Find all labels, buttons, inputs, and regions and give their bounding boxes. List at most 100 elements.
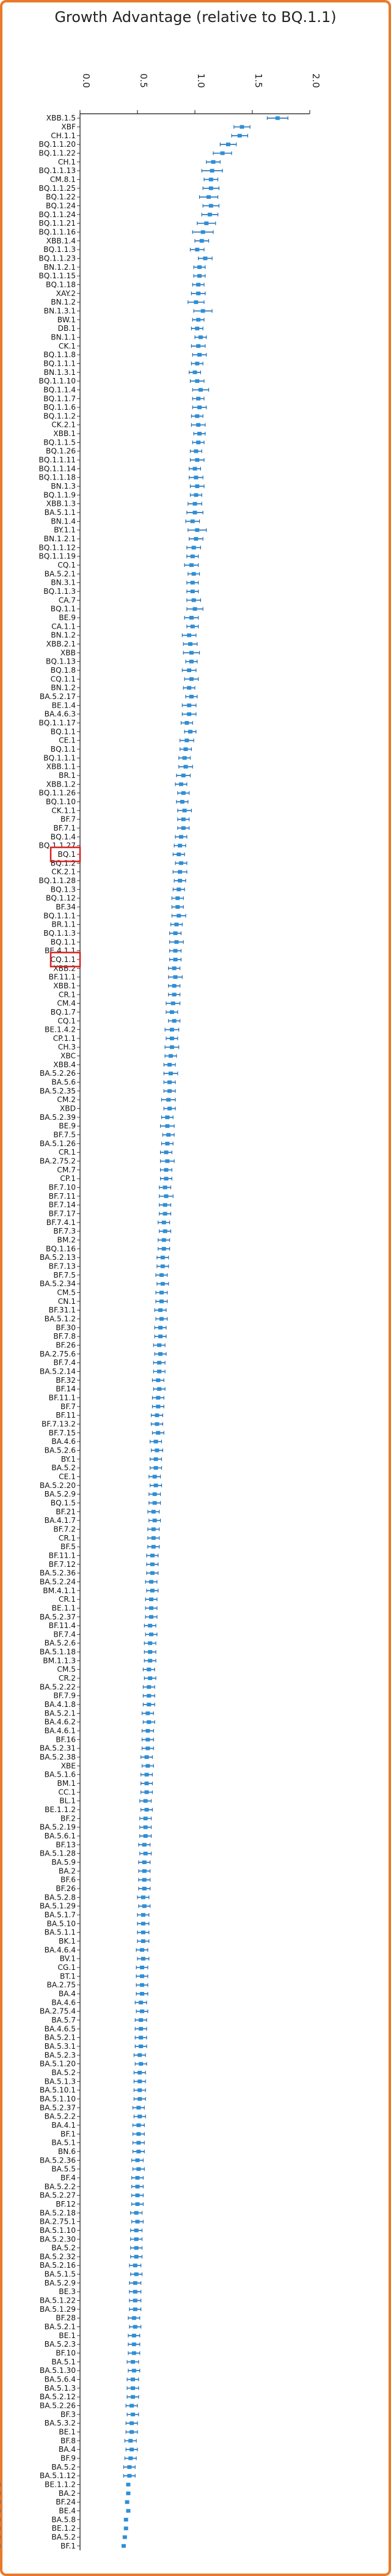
estimate-marker [144, 1782, 149, 1786]
y-tick-label: DB.1 [58, 324, 76, 333]
y-tick-label: BE.1.1.2 [45, 1805, 76, 1814]
estimate-marker [182, 809, 187, 813]
y-tick-label: BA.4.6 [51, 1998, 76, 2007]
y-tick-label: BA.5.5 [51, 2165, 76, 2174]
y-tick-label: BF.24 [56, 2498, 76, 2506]
estimate-marker [181, 826, 186, 830]
estimate-marker [195, 484, 200, 489]
y-tick-label: BE.9 [59, 1122, 76, 1130]
estimate-marker [126, 2482, 131, 2487]
y-tick-label: BA.5.1.10 [40, 2095, 76, 2103]
estimate-marker [189, 677, 194, 681]
y-tick-label: BQ.1.3 [51, 885, 76, 894]
y-tick-label: BA.4 [59, 2445, 76, 2454]
highlight-box [49, 952, 81, 968]
estimate-marker [142, 1869, 147, 1873]
y-tick-label: BA.5.6.1 [45, 1832, 76, 1840]
y-tick-label: XBB.1 [53, 429, 76, 438]
estimate-marker [226, 142, 231, 147]
estimate-marker [140, 1948, 145, 1952]
estimate-marker [144, 1790, 149, 1794]
estimate-marker [163, 1203, 167, 1207]
y-tick-label: BN.1.3.1 [44, 306, 76, 315]
y-tick-label: BA.5.2.36 [40, 1569, 76, 1577]
estimate-marker [159, 1273, 164, 1277]
y-tick-label: CM.5 [57, 1665, 76, 1674]
y-tick-label: BM.4.1.1 [43, 1586, 76, 1595]
estimate-marker [142, 1843, 147, 1847]
estimate-marker [148, 1659, 153, 1663]
estimate-marker [156, 1404, 161, 1408]
estimate-marker [160, 1256, 165, 1260]
estimate-marker [131, 2342, 136, 2347]
estimate-marker [144, 1772, 149, 1777]
estimate-marker [143, 1799, 148, 1803]
estimate-marker [143, 1851, 148, 1856]
estimate-marker [195, 379, 200, 383]
estimate-marker [147, 1685, 152, 1689]
y-tick-label: BA.5.2.38 [40, 1753, 76, 1761]
y-tick-label: BA.5.1.7 [45, 1911, 76, 1919]
estimate-marker [187, 668, 192, 673]
y-tick-label: BA.2 [59, 1867, 76, 1875]
estimate-marker [127, 2474, 132, 2478]
y-tick-label: BA.5.9 [51, 1858, 76, 1867]
estimate-marker [130, 2412, 135, 2416]
estimate-marker [194, 300, 199, 305]
y-tick-label: BQ.1.1.20 [38, 140, 76, 149]
y-tick-label: CK.2.1 [51, 868, 76, 876]
y-tick-label: BE.1 [59, 2428, 76, 2437]
estimate-marker [165, 1141, 170, 1146]
y-tick-label: BQ.1.1.11 [38, 456, 76, 464]
estimate-marker [134, 2211, 139, 2215]
y-tick-label: BA.5.1 [51, 2139, 76, 2147]
estimate-marker [159, 1299, 164, 1303]
y-tick-label: BQ.1.1.3 [43, 929, 76, 938]
estimate-marker [167, 1062, 172, 1067]
estimate-marker [152, 1501, 157, 1505]
estimate-marker [139, 2062, 144, 2066]
estimate-marker [143, 1825, 148, 1829]
x-tick-label: 0.0 [81, 73, 92, 88]
estimate-marker [127, 2465, 132, 2469]
estimate-marker [160, 1264, 165, 1268]
estimate-marker [121, 2544, 126, 2548]
estimate-marker [145, 1738, 150, 1742]
estimate-marker [166, 1098, 171, 1102]
estimate-marker [153, 1440, 158, 1444]
estimate-marker [178, 843, 183, 848]
y-tick-label: CP.1 [60, 1174, 76, 1183]
estimate-marker [126, 2509, 131, 2513]
y-tick-label: BE.3 [59, 2287, 76, 2296]
y-tick-label: BA.5.2.6 [45, 1446, 76, 1454]
estimate-marker [188, 730, 192, 734]
y-tick-label: CM.2 [57, 1095, 76, 1104]
estimate-marker [178, 835, 183, 839]
estimate-marker [145, 1729, 150, 1733]
estimate-marker [187, 712, 192, 716]
estimate-marker [149, 1615, 154, 1619]
estimate-marker [174, 922, 179, 927]
y-tick-label: BA.5.2 [51, 2068, 76, 2077]
y-tick-label: BE.1.1 [52, 1604, 76, 1612]
y-tick-label: BA.5.2.3 [45, 2340, 76, 2348]
estimate-marker [142, 1904, 147, 1908]
estimate-marker [158, 1325, 163, 1330]
y-tick-label: BF.7.17 [49, 1210, 76, 1218]
estimate-marker [189, 563, 194, 568]
estimate-marker [208, 186, 213, 190]
estimate-marker [159, 1290, 164, 1295]
y-tick-label: BN.1.3 [51, 482, 76, 490]
estimate-marker [151, 1545, 156, 1549]
estimate-marker [137, 2114, 142, 2119]
y-tick-label: BF.11.1 [49, 973, 76, 982]
estimate-marker [157, 1343, 162, 1347]
y-tick-label: BA.4.6 [51, 1437, 76, 1446]
estimate-marker [167, 1080, 172, 1084]
y-tick-label: BF.7.1 [53, 824, 76, 832]
estimate-marker [135, 2193, 140, 2197]
y-tick-label: CH.1 [58, 158, 76, 166]
y-tick-label: BA.5.2.36 [40, 2156, 76, 2164]
estimate-marker [194, 493, 199, 497]
estimate-marker [136, 2132, 141, 2136]
